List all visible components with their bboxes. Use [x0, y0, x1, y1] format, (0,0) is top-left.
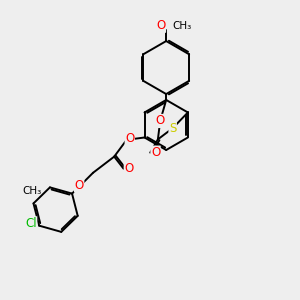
Text: Cl: Cl — [25, 217, 37, 230]
Text: S: S — [169, 122, 176, 135]
Text: O: O — [74, 179, 84, 192]
Text: O: O — [125, 132, 134, 145]
Text: O: O — [124, 162, 134, 175]
Text: O: O — [156, 115, 165, 128]
Text: O: O — [156, 19, 166, 32]
Text: O: O — [151, 146, 160, 159]
Text: CH₃: CH₃ — [22, 186, 42, 196]
Text: CH₃: CH₃ — [173, 21, 192, 31]
